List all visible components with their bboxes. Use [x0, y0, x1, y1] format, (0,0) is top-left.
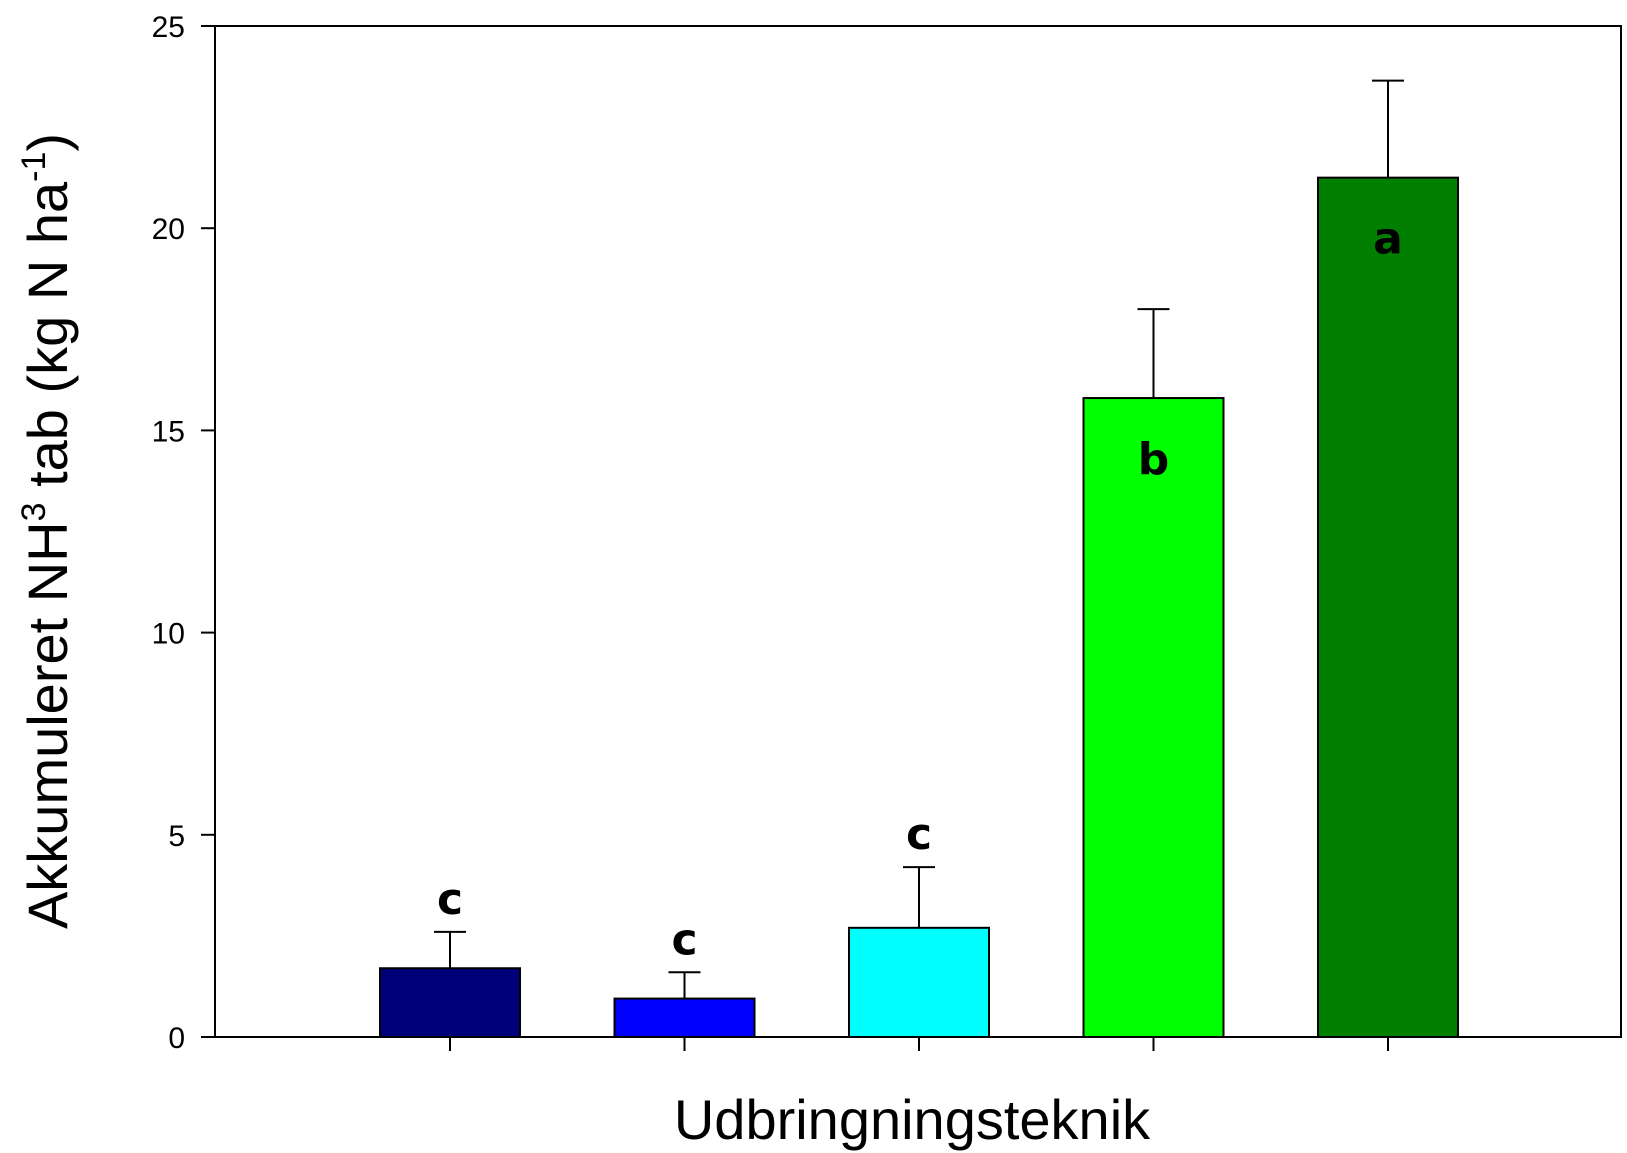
significance-label-3: b [1138, 434, 1170, 485]
significance-label-4: a [1373, 214, 1403, 265]
bar-0 [379, 967, 521, 1039]
y-tick-label-4: 20 [152, 213, 185, 246]
bar-3 [1082, 397, 1225, 1039]
y-axis-title-mid: tab (kg N ha [16, 181, 79, 502]
y-tick-label-3: 15 [152, 415, 185, 448]
significance-label-0: c [437, 874, 463, 925]
y-axis-title-superscript-2: -1 [15, 152, 53, 182]
y-tick-label-0: 0 [168, 1022, 185, 1055]
significance-labels-group: c c c b a [437, 214, 1403, 966]
y-axis-title-main: Akkumuleret NH [16, 521, 79, 929]
bar-4 [1317, 176, 1459, 1038]
y-axis-title: Akkumuleret NH3 tab (kg N ha-1) [15, 133, 79, 929]
x-axis-title: Udbringningsteknik [674, 1088, 1151, 1151]
y-axis-ticks: 0 5 10 15 20 25 [152, 11, 215, 1055]
error-bars-group [434, 79, 1404, 999]
bars-group [379, 176, 1459, 1039]
bar-2 [848, 926, 990, 1039]
significance-label-2: c [906, 809, 932, 860]
y-tick-label-2: 10 [152, 618, 185, 651]
significance-label-1: c [671, 914, 697, 965]
x-axis-ticks [449, 1037, 1389, 1051]
y-axis-title-superscript-1: 3 [15, 502, 53, 521]
y-axis-title-end: ) [16, 133, 79, 152]
bar-1 [613, 997, 756, 1038]
plot-frame [214, 25, 1622, 1038]
y-tick-label-1: 5 [168, 820, 185, 853]
y-tick-label-5: 25 [152, 11, 185, 44]
